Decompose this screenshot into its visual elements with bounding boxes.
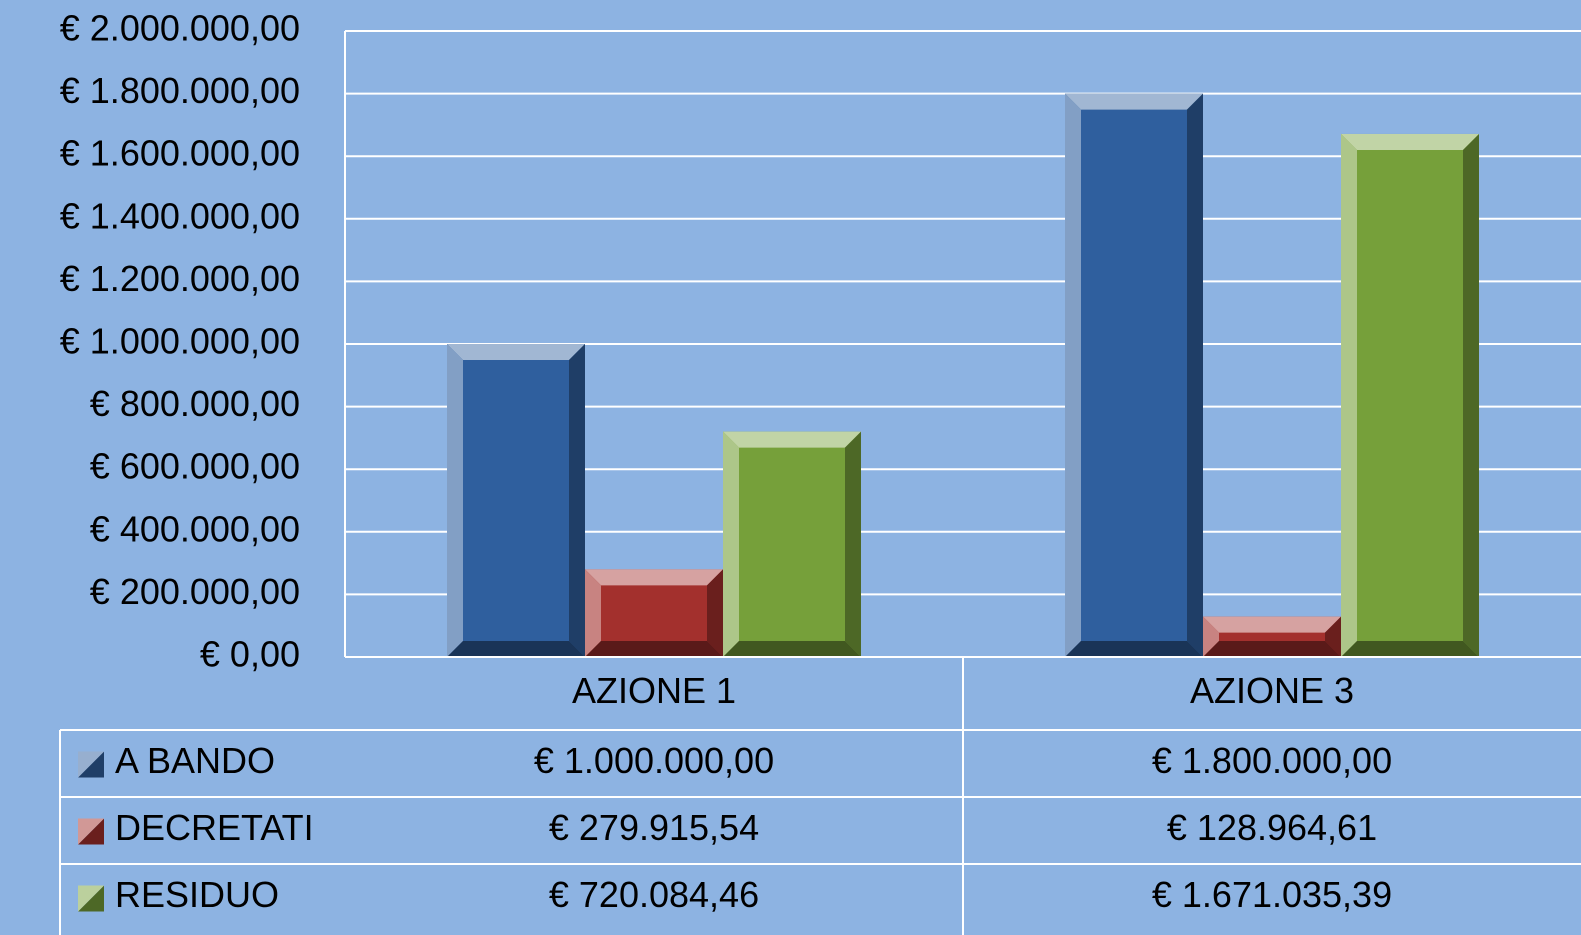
bar-bevel	[723, 431, 861, 448]
y-tick-label: € 1.600.000,00	[60, 133, 300, 174]
bar-bevel	[1203, 641, 1341, 657]
legend-label: A BANDO	[115, 740, 275, 781]
bar-bevel	[845, 431, 861, 657]
bar-bevel	[569, 344, 585, 657]
x-tick-label: AZIONE 3	[1190, 670, 1354, 711]
bar-bevel	[1065, 93, 1203, 110]
table-value: € 1.671.035,39	[1152, 874, 1392, 915]
y-tick-label: € 0,00	[200, 634, 300, 675]
bar-bevel	[447, 344, 585, 360]
bar-bevel	[723, 431, 739, 657]
bar-bevel	[1341, 133, 1357, 657]
y-tick-label: € 1.800.000,00	[60, 70, 300, 111]
y-tick-label: € 1.400.000,00	[60, 195, 300, 236]
y-tick-label: € 1.000.000,00	[60, 321, 300, 362]
bar-bevel	[1065, 93, 1081, 658]
y-tick-label: € 2.000.000,00	[60, 8, 300, 49]
y-tick-label: € 600.000,00	[90, 446, 300, 487]
bar-bevel	[1203, 616, 1219, 657]
bar	[1341, 133, 1479, 657]
x-tick-label: AZIONE 1	[572, 670, 736, 711]
y-tick-label: € 1.200.000,00	[60, 258, 300, 299]
bar-bevel	[1065, 641, 1203, 657]
bar-bevel	[1341, 641, 1479, 657]
bar-bevel	[1203, 616, 1341, 633]
y-tick-label: € 400.000,00	[90, 508, 300, 549]
bar-bevel	[1341, 133, 1479, 150]
bar-bevel	[585, 569, 601, 657]
table-value: € 1.800.000,00	[1152, 740, 1392, 781]
legend-label: RESIDUO	[115, 874, 279, 915]
bar	[723, 431, 861, 657]
y-tick-label: € 800.000,00	[90, 383, 300, 424]
bar-bevel	[585, 569, 723, 586]
legend-label: DECRETATI	[115, 807, 314, 848]
y-tick-label: € 200.000,00	[90, 571, 300, 612]
bar	[1065, 93, 1203, 658]
bar-bevel	[1463, 133, 1479, 657]
bar-bevel	[723, 641, 861, 657]
bar-bevel	[585, 641, 723, 657]
table-value: € 1.000.000,00	[534, 740, 774, 781]
bar-bevel	[707, 569, 723, 657]
table-value: € 128.964,61	[1167, 807, 1377, 848]
legend-key	[78, 818, 104, 845]
bar	[447, 344, 585, 657]
bar-bevel	[1187, 93, 1203, 658]
legend-key	[78, 885, 104, 912]
bar-bevel	[447, 344, 463, 657]
bar-bevel	[447, 641, 585, 657]
legend-key	[78, 751, 104, 778]
table-value: € 720.084,46	[549, 874, 759, 915]
table-value: € 279.915,54	[549, 807, 759, 848]
bar-bevel	[1325, 616, 1341, 657]
